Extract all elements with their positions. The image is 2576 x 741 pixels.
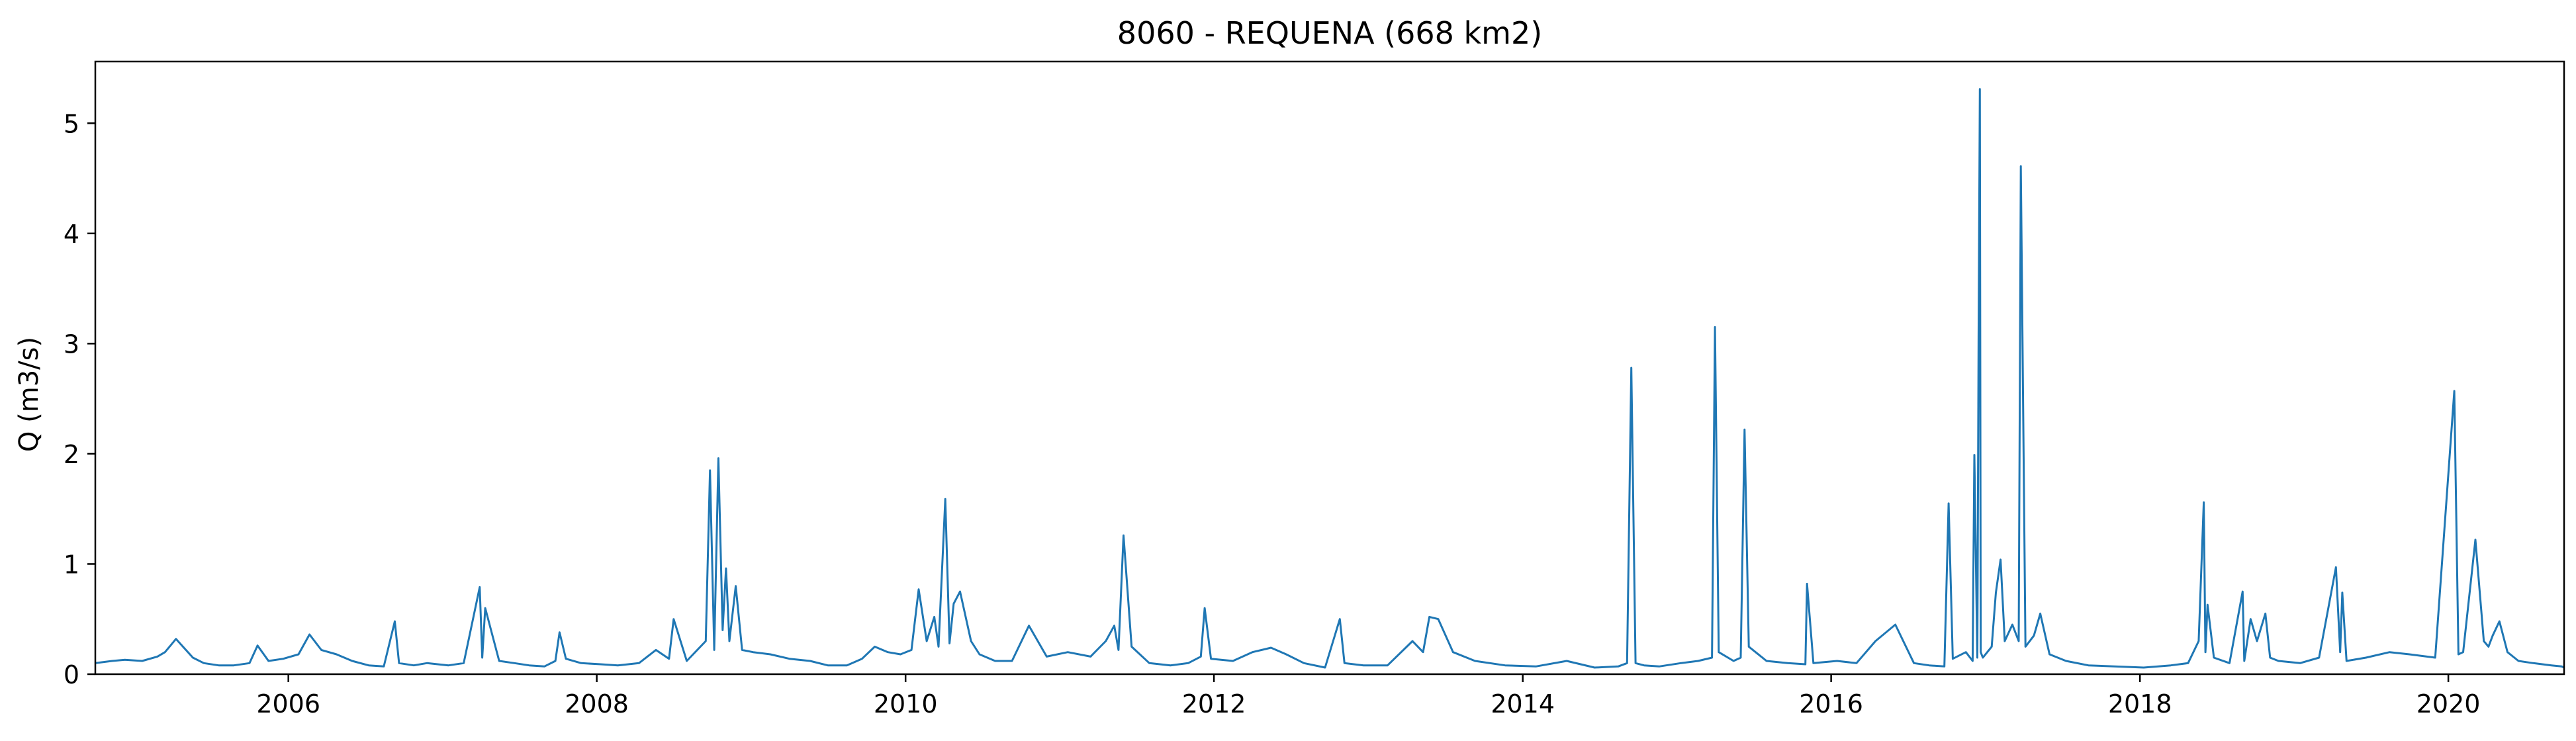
y-tick-label: 0 — [64, 660, 79, 689]
y-tick-label: 1 — [64, 550, 79, 579]
x-axis-ticks: 2006 2008 2010 2012 2014 2016 2018 2020 — [256, 674, 2480, 719]
discharge-series-line — [95, 88, 2565, 669]
x-tick-label: 2006 — [256, 689, 320, 719]
x-tick-label: 2010 — [874, 689, 938, 719]
y-tick-label: 5 — [64, 109, 79, 138]
x-tick-label: 2020 — [2416, 689, 2481, 719]
chart-title: 8060 - REQUENA (668 km2) — [1117, 15, 1542, 51]
y-axis-label: Q (m3/s) — [14, 337, 44, 452]
x-tick-label: 2012 — [1182, 689, 1246, 719]
plot-area-frame — [94, 60, 2565, 676]
y-tick-label: 2 — [64, 440, 79, 469]
y-tick-label: 4 — [64, 220, 79, 249]
x-tick-label: 2016 — [1799, 689, 1863, 719]
x-tick-label: 2014 — [1491, 689, 1555, 719]
y-axis-ticks: 0 1 2 3 4 5 — [64, 109, 95, 689]
y-tick-label: 3 — [64, 329, 79, 359]
x-tick-label: 2008 — [565, 689, 629, 719]
x-tick-label: 2018 — [2108, 689, 2172, 719]
